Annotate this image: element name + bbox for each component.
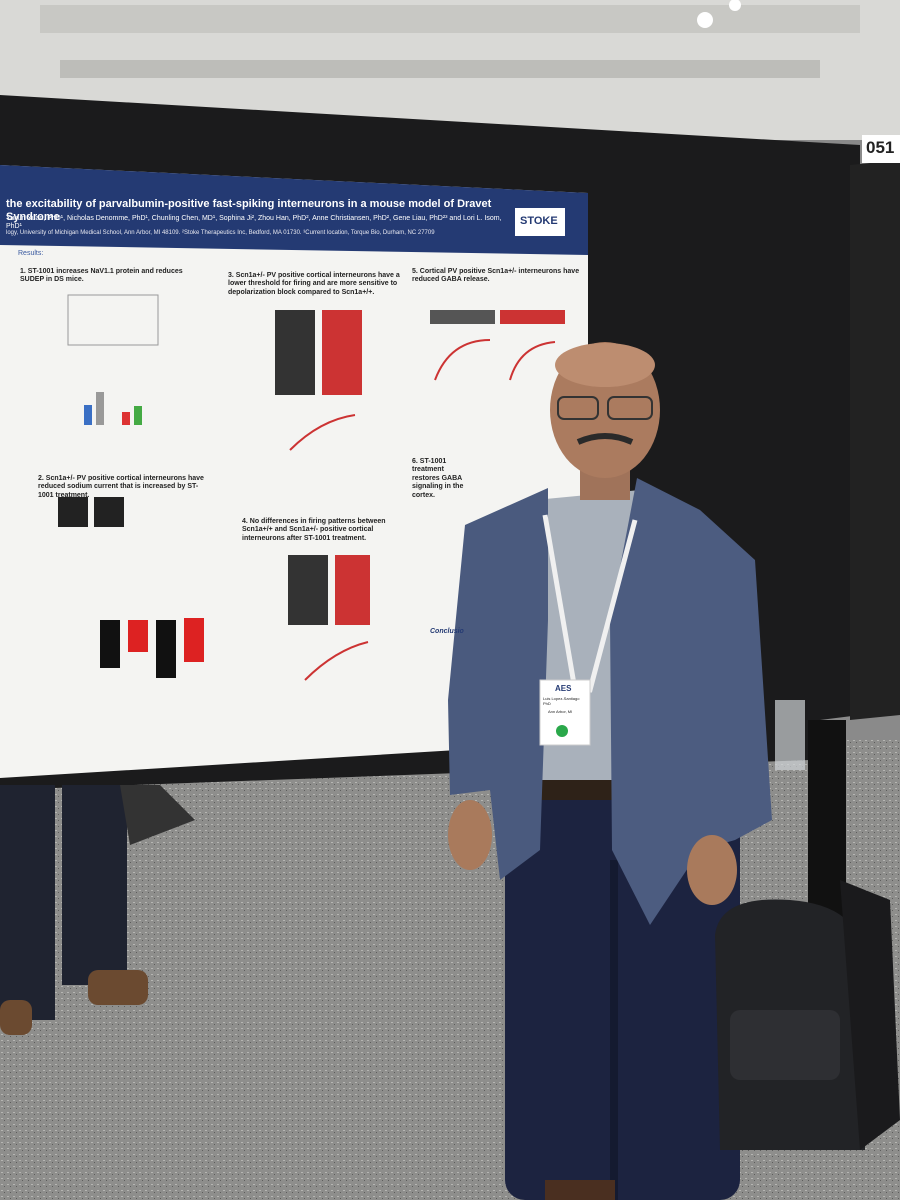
poster-authors: Yukun Yuan, PhD¹, Nicholas Denomme, PhD¹…: [6, 215, 502, 231]
logo-box: [515, 208, 565, 236]
badge-location: Ann Arbor, MI: [548, 709, 573, 714]
poster-logo: STOKE: [520, 215, 558, 227]
results-label: Results:: [18, 250, 44, 257]
figure-curve: [434, 339, 491, 381]
ceiling-light: [697, 12, 713, 28]
section-heading: 2. Scn1a+/- PV positive cortical interne…: [38, 475, 204, 499]
shoe: [545, 1180, 615, 1200]
figure: [67, 294, 159, 346]
trace-stack: [275, 310, 315, 395]
figure-bar: [156, 620, 176, 678]
figure-image: [58, 497, 88, 527]
hand: [687, 835, 737, 905]
figure-curve: [304, 641, 369, 681]
shoe: [0, 1000, 32, 1035]
bald-scalp: [555, 343, 655, 387]
figure-bar: [134, 406, 142, 425]
figure-curve: [289, 414, 356, 451]
adjacent-board: [850, 160, 900, 720]
hand: [448, 800, 492, 870]
ceiling-truss: [40, 5, 860, 33]
jacket-right: [610, 478, 772, 925]
glasses: [607, 396, 653, 420]
glasses: [557, 396, 599, 420]
stand-pole: [808, 720, 846, 920]
backpack: [840, 880, 900, 1150]
moustache: [576, 433, 634, 445]
trace-stack: [335, 555, 370, 625]
backpack-pocket: [730, 1010, 840, 1080]
section-heading: 3. Scn1a+/- PV positive cortical interne…: [228, 272, 400, 296]
booth-sign: [862, 135, 900, 163]
jacket-left: [448, 488, 548, 880]
figure-bar: [100, 620, 120, 668]
section-heading: 5. Cortical PV positive Scn1a+/- interne…: [412, 268, 580, 284]
figure-image: [94, 497, 124, 527]
poster-affiliation: logy, University of Michigan Medical Sch…: [6, 230, 435, 236]
plastic-bag: [775, 700, 805, 770]
figure-bar: [128, 620, 148, 652]
figure-bar: [122, 412, 130, 425]
figure-curve: [509, 341, 556, 381]
poster-title-band: [0, 165, 588, 255]
shoe: [88, 970, 148, 1005]
badge-dot: [556, 725, 568, 737]
ceiling-light: [729, 0, 741, 11]
person-legs: [120, 785, 195, 845]
trace: [430, 310, 495, 324]
conclusion-label: Conclusio: [430, 628, 464, 635]
booth-number: 051: [866, 138, 895, 157]
section-heading: 6. ST-1001 treatment restores GABA signa…: [412, 458, 464, 499]
trace-stack: [322, 310, 362, 395]
section-heading: 4. No differences in firing patterns bet…: [242, 518, 386, 542]
figure-bar: [96, 392, 104, 425]
trousers: [505, 780, 740, 1200]
trouser-seam: [610, 860, 618, 1200]
person-legs: [62, 785, 127, 985]
section-heading: 1. ST-1001 increases NaV1.1 protein and …: [20, 268, 183, 284]
trace-stack: [288, 555, 328, 625]
poster-title: the excitability of parvalbumin-positive…: [6, 198, 492, 224]
badge-org: AES: [555, 684, 572, 693]
ceiling-beam: [60, 60, 820, 78]
trace: [500, 310, 565, 324]
badge-name: Luis Lopez-Santiago PhD: [543, 696, 580, 706]
figure-bar: [84, 405, 92, 425]
figure-bar: [184, 618, 204, 662]
person-legs: [0, 785, 55, 1020]
